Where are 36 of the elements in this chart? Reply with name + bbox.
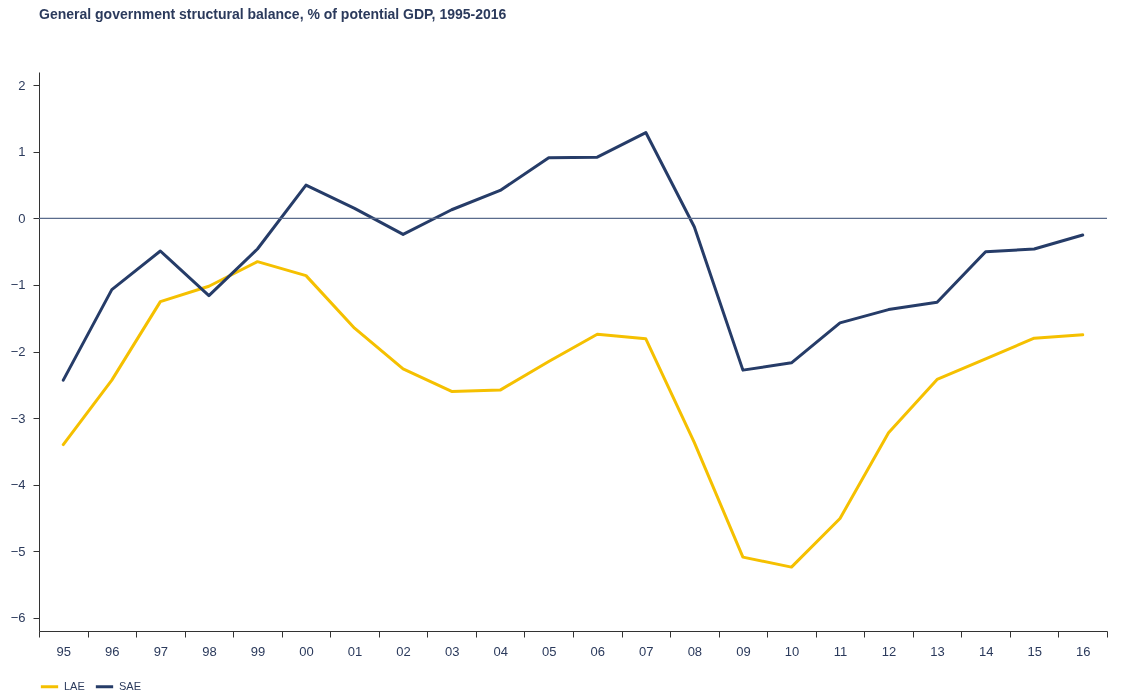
x-tick-label: 95 xyxy=(56,643,72,659)
y-tick-label: 0 xyxy=(18,210,26,226)
x-tick-label: 06 xyxy=(590,643,606,659)
y-tick-label: −2 xyxy=(10,344,26,359)
y-tick-label: 2 xyxy=(18,77,26,93)
x-tick-label: 10 xyxy=(784,643,800,659)
x-tick-label: 03 xyxy=(444,643,460,659)
y-tick-label: −4 xyxy=(10,477,26,493)
x-tick-label: 01 xyxy=(347,643,363,659)
x-tick-label: 09 xyxy=(736,643,751,659)
x-tick-label: 14 xyxy=(978,643,994,659)
x-tick-label: 00 xyxy=(299,643,314,659)
legend-label: LAE xyxy=(64,679,85,692)
line-series xyxy=(61,131,1085,382)
chart-title: General government structural balance, % of potential GDP, 1995-2016 xyxy=(39,6,507,22)
x-tick-label: 99 xyxy=(250,643,266,659)
y-tick-label: −5 xyxy=(10,543,26,559)
y-tick-label: −1 xyxy=(10,277,26,293)
x-tick-label: 96 xyxy=(105,643,120,659)
x-tick-label: 16 xyxy=(1075,643,1091,659)
x-tick-label: 15 xyxy=(1027,643,1042,659)
x-tick-label: 04 xyxy=(493,643,508,659)
x-tick-label: 07 xyxy=(639,643,654,659)
y-tick-label: −3 xyxy=(10,410,26,426)
x-tick-label: 08 xyxy=(687,643,703,659)
y-tick-label: 1 xyxy=(18,144,26,160)
x-tick-label: 05 xyxy=(541,643,557,659)
x-tick-label: 98 xyxy=(202,643,217,659)
y-tick-label: −6 xyxy=(10,610,26,626)
x-tick-label: 02 xyxy=(396,643,411,659)
x-tick-label: 13 xyxy=(930,643,945,659)
x-tick-label: 11 xyxy=(833,643,848,659)
x-tick-label: 12 xyxy=(881,643,897,659)
x-tick-label: 97 xyxy=(153,643,169,659)
legend-label: SAE xyxy=(119,679,142,692)
line-series xyxy=(61,260,1085,569)
